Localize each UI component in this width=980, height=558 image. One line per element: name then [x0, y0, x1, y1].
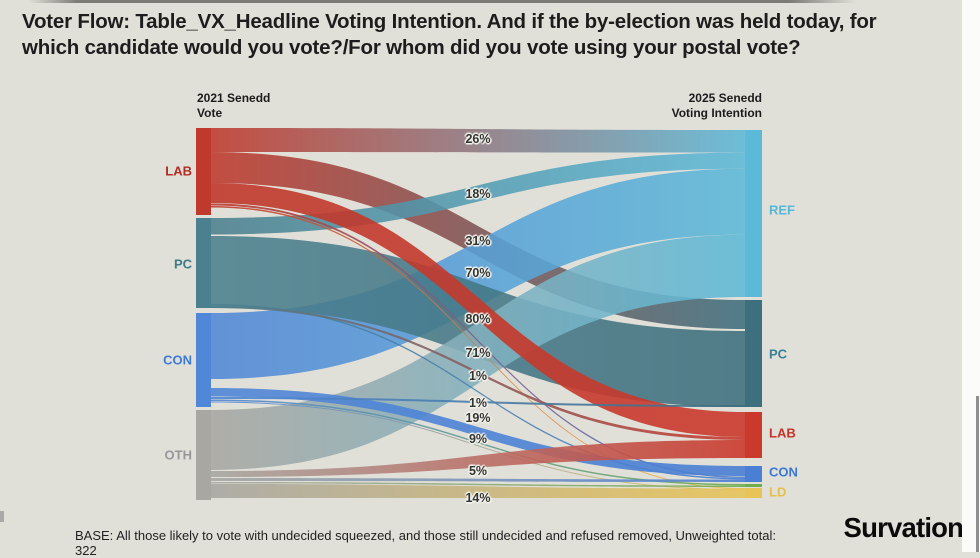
minor-flow-CON-LD: [211, 401, 745, 490]
flow-label-LAB-LAB: 19%: [465, 411, 491, 425]
right-axis-header-line1: 2025 Senedd: [688, 91, 762, 105]
node-2025-CON: [745, 466, 762, 482]
flow-PC-PC: [211, 236, 745, 407]
node-2025-REF: [745, 130, 762, 297]
right-axis-header-line2: Voting Intention: [671, 105, 762, 120]
minor-flow-LAB-LD: [211, 206, 745, 489]
node-2021-OTH: [196, 410, 211, 500]
flow-label-LAB-PC: 31%: [465, 234, 491, 248]
flow-LAB-LAB: [211, 183, 745, 437]
flow-CON-REF: [211, 168, 745, 379]
node-2025-PC: [745, 300, 762, 407]
node-label-2025-LAB: LAB: [769, 425, 796, 441]
scrollbar-thumb[interactable]: [976, 396, 979, 552]
node-label-2025-REF: REF: [769, 202, 795, 218]
slide-title: Voter Flow: Table_VX_Headline Voting Int…: [22, 10, 877, 59]
node-label-2025-PC: PC: [769, 346, 788, 362]
flow-LAB-REF: [211, 128, 745, 153]
left-axis-header-line1: 2021 Senedd: [197, 91, 271, 105]
node-2021-PC: [196, 218, 211, 308]
node-label-2025-CON: CON: [769, 464, 798, 480]
node-label-2021-PC: PC: [173, 256, 192, 272]
node-label-2021-CON: CON: [163, 352, 192, 368]
flow-label-CON-CON: 9%: [468, 432, 488, 446]
flow-label-OTH-LAB: 5%: [468, 464, 488, 478]
flow-label-OTH-REF: 71%: [465, 346, 491, 360]
flow-PC-LAB: [211, 306, 745, 440]
flow-label-PC-REF: 18%: [465, 187, 491, 201]
page-number-fragment: [0, 511, 4, 522]
node-2021-CON: [196, 313, 211, 407]
survation-logo: Survation.: [843, 512, 971, 543]
node-2025-LD: [745, 488, 762, 498]
flow-label-CON-REF: 70%: [465, 266, 491, 280]
window-top-edge: [28, 0, 856, 3]
node-label-2025-LD: LD: [769, 484, 787, 500]
flow-label-LAB-REF: 26%: [465, 132, 491, 146]
minor-flow-OTH-GRN: [211, 482, 745, 487]
minor-flow-CON-GRN: [211, 399, 745, 486]
flow-OTH-LD: [211, 484, 745, 498]
left-axis-header: 2021 Senedd Vote: [197, 91, 270, 120]
node-2021-LAB: [196, 128, 211, 215]
minor-flow-OTH-CON: [211, 478, 745, 482]
flow-label-PC-PC: 80%: [465, 312, 491, 326]
flow-OTH-LAB: [211, 440, 745, 477]
node-label-2021-OTH: OTH: [164, 447, 192, 463]
left-axis-header-line2: Vote: [197, 105, 223, 120]
right-axis-header: 2025 Senedd Voting Intention: [672, 91, 762, 120]
flow-CON-PC: [211, 397, 745, 407]
flow-label-OTH-LD: 14%: [465, 491, 491, 505]
node-2025-LAB: [745, 412, 762, 458]
right-scrollbar[interactable]: [962, 0, 980, 552]
minor-flow-PC-CON: [211, 304, 745, 480]
flow-label-CON-PC: 1%: [468, 396, 488, 410]
node-2025-GRN: [745, 484, 762, 487]
node-label-2021-LAB: LAB: [165, 163, 192, 179]
flow-CON-CON: [211, 388, 745, 476]
minor-flow-LAB-CON: [211, 203, 745, 478]
flow-label-PC-LAB: 1%: [468, 369, 488, 383]
base-note: BASE: All those likely to vote with unde…: [75, 528, 776, 558]
